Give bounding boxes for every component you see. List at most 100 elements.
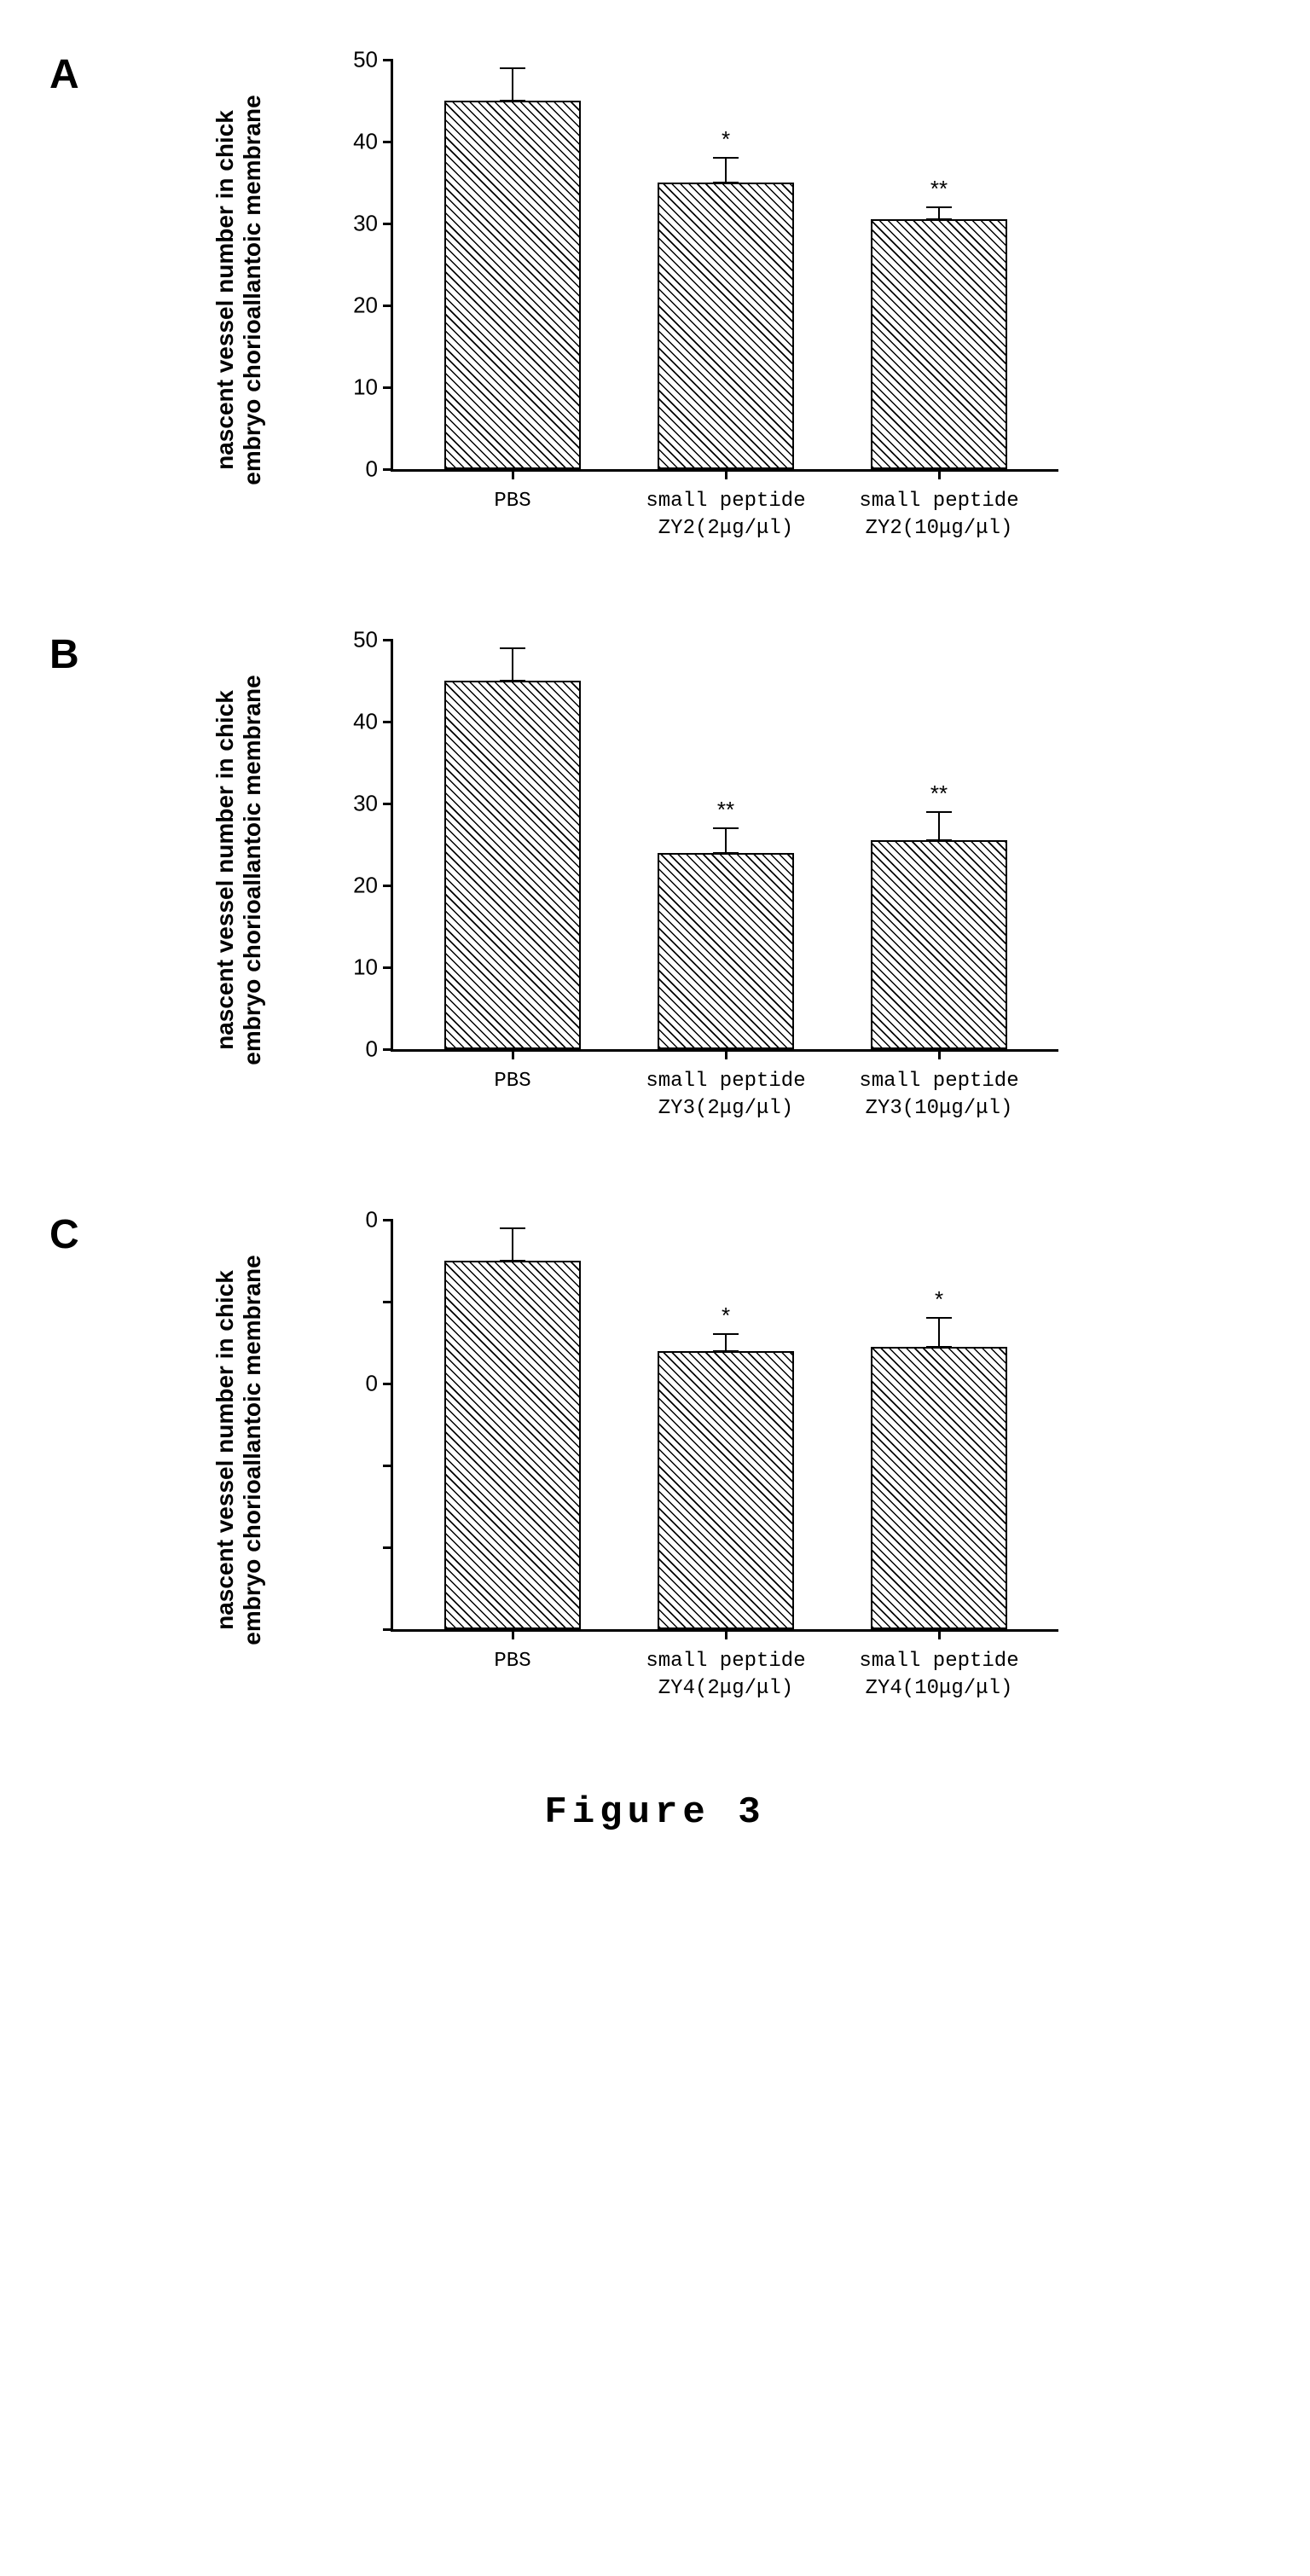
bar-hatch [444, 681, 581, 1049]
panel-label: B [49, 631, 79, 678]
x-tick [938, 1049, 941, 1059]
x-tick [938, 1629, 941, 1639]
y-tick-label: 10 [353, 954, 378, 981]
error-bar-cap [500, 67, 525, 69]
error-bar-cap [500, 680, 525, 682]
x-axis-label: PBS [402, 488, 623, 515]
bar [871, 1347, 1007, 1629]
x-axis-label: small peptide ZY4(2μg/μl) [615, 1648, 837, 1703]
bar [871, 219, 1007, 469]
error-bar-cap [926, 218, 952, 220]
error-bar-cap [500, 1227, 525, 1229]
bar-hatch [871, 840, 1007, 1049]
panels-container: Anascent vessel number in chick embryo c… [0, 51, 1310, 1689]
x-axis-label: small peptide ZY2(10μg/μl) [828, 488, 1050, 543]
panel-B: Bnascent vessel number in chick embryo c… [143, 631, 1167, 1109]
y-tick-label: 20 [353, 293, 378, 319]
x-tick [938, 469, 941, 479]
y-axis-label: nascent vessel number in chick embryo ch… [212, 631, 266, 1109]
x-tick [725, 1049, 727, 1059]
y-tick [383, 1465, 393, 1467]
y-tick [383, 639, 393, 641]
x-tick [725, 1629, 727, 1639]
error-bar-cap [713, 1333, 739, 1335]
y-tick [383, 468, 393, 471]
panel-A: Anascent vessel number in chick embryo c… [143, 51, 1167, 529]
error-bar-cap [713, 1350, 739, 1352]
y-tick-label: 10 [353, 374, 378, 401]
bar [658, 1351, 794, 1629]
error-bar-line [512, 648, 513, 681]
y-axis-label: nascent vessel number in chick embryo ch… [212, 51, 266, 529]
error-bar-cap [500, 100, 525, 102]
x-axis-label: PBS [402, 1648, 623, 1675]
bar [444, 681, 581, 1049]
panel-label: A [49, 51, 79, 98]
y-tick-label: 40 [353, 129, 378, 155]
bar [871, 840, 1007, 1049]
bar [658, 183, 794, 469]
bar-group [444, 1220, 581, 1629]
error-bar-cap [713, 852, 739, 854]
x-axis-label: PBS [402, 1068, 623, 1095]
y-tick [383, 1219, 393, 1221]
bar-group: * [658, 60, 794, 469]
y-tick [383, 721, 393, 723]
bar [444, 101, 581, 469]
error-bar-line [725, 828, 727, 853]
bar-group: * [871, 1220, 1007, 1629]
y-tick-label: 0 [366, 456, 378, 483]
significance-marker: ** [717, 797, 734, 823]
y-tick-label: 0 [366, 1371, 378, 1397]
y-tick [383, 1048, 393, 1051]
error-bar-cap [926, 1317, 952, 1319]
y-tick [383, 141, 393, 143]
chart-box: nascent vessel number in chick embryo ch… [331, 51, 1098, 529]
x-axis-label: small peptide ZY2(2μg/μl) [615, 488, 837, 543]
y-tick [383, 386, 393, 389]
panel-label: C [49, 1211, 79, 1258]
y-tick-label: 30 [353, 211, 378, 237]
x-tick [512, 1049, 514, 1059]
error-bar-cap [926, 811, 952, 813]
significance-marker: * [722, 1303, 730, 1329]
y-tick-label: 50 [353, 627, 378, 653]
error-bar-line [512, 1228, 513, 1261]
error-bar-cap [500, 1260, 525, 1262]
plot-area: 00PBSsmall peptide ZY4(2μg/μl)*small pep… [391, 1220, 1058, 1632]
error-bar-line [512, 68, 513, 101]
x-tick [725, 469, 727, 479]
plot-area: 01020304050PBSsmall peptide ZY3(2μg/μl)*… [391, 640, 1058, 1052]
y-tick-label: 40 [353, 709, 378, 735]
bar-group [444, 60, 581, 469]
bar-group: * [658, 1220, 794, 1629]
bar-group: ** [658, 640, 794, 1049]
bar-hatch [658, 853, 794, 1049]
x-tick [512, 1629, 514, 1639]
y-tick [383, 803, 393, 805]
bar-group: ** [871, 60, 1007, 469]
bar [444, 1261, 581, 1629]
y-tick [383, 885, 393, 887]
error-bar-cap [713, 182, 739, 183]
significance-marker: * [722, 126, 730, 153]
y-tick [383, 223, 393, 225]
error-bar-cap [926, 206, 952, 208]
y-tick [383, 305, 393, 307]
significance-marker: ** [930, 176, 948, 202]
y-tick-label: 0 [366, 1207, 378, 1233]
error-bar-line [725, 158, 727, 183]
panel-C: Cnascent vessel number in chick embryo c… [143, 1211, 1167, 1689]
bar-hatch [658, 183, 794, 469]
plot-area: 01020304050PBSsmall peptide ZY2(2μg/μl)*… [391, 60, 1058, 472]
y-tick-label: 30 [353, 791, 378, 817]
x-axis-label: small peptide ZY4(10μg/μl) [828, 1648, 1050, 1703]
y-tick [383, 1546, 393, 1549]
figure-caption: Figure 3 [0, 1791, 1310, 1834]
error-bar-line [725, 1334, 727, 1350]
bar [658, 853, 794, 1049]
figure-page: Anascent vessel number in chick embryo c… [0, 0, 1310, 1868]
error-bar-cap [926, 839, 952, 841]
error-bar-cap [500, 647, 525, 649]
y-tick-label: 0 [366, 1036, 378, 1063]
